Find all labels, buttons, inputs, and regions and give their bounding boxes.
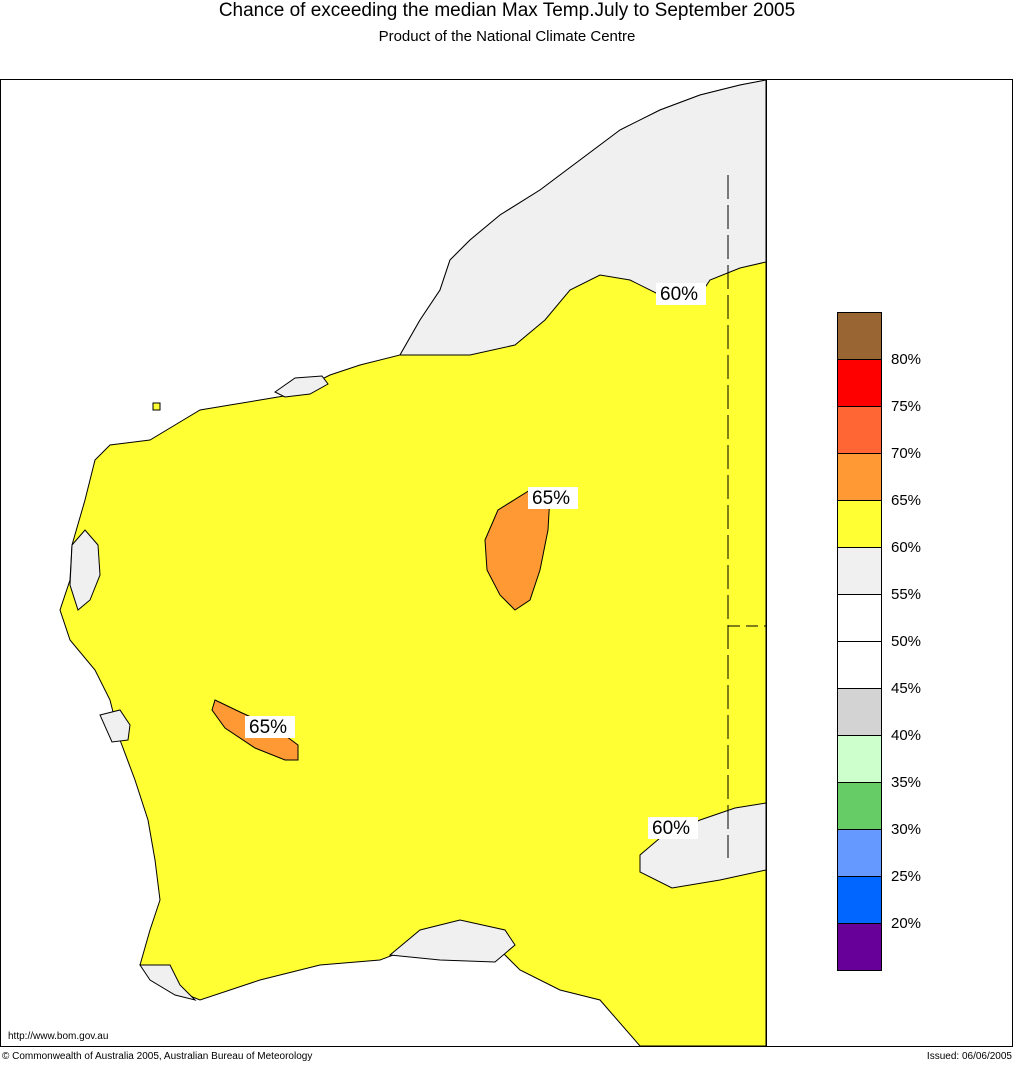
region-55-60-westcoast [99,709,131,743]
legend-label: 70% [891,445,922,462]
map-subtitle: Product of the National Climate Centre [378,28,636,45]
legend-swatch [837,923,882,971]
legend-label: 45% [891,680,922,697]
legend-swatch [837,500,882,547]
legend-swatch [837,829,882,876]
website-link[interactable]: http://www.bom.gov.au [8,1031,109,1042]
legend-label: 75% [891,398,922,415]
legend-label: 50% [891,633,922,650]
legend-label: 35% [891,774,922,791]
legend-swatch [837,876,882,923]
probability-map: 60% 65% 65% 60% [59,80,766,1046]
contour-label-60-southeast: 60% [652,818,690,839]
legend-label: 30% [891,821,922,838]
legend-swatch [837,453,882,500]
region-55-60-bay [274,375,329,398]
legend-label: 60% [891,539,922,556]
legend-label: 25% [891,868,922,885]
region-65-70-central [484,489,551,611]
copyright-text: © Commonwealth of Australia 2005, Austra… [2,1051,313,1062]
region-55-60-southeast [639,802,766,889]
map-title: Chance of exceeding the median Max Temp.… [218,0,796,21]
issued-date: Issued: 06/06/2005 [926,1051,1012,1062]
legend-label: 80% [891,351,922,368]
contour-label-60-north: 60% [660,284,698,305]
legend-swatch [837,688,882,735]
legend-swatch [837,641,882,688]
legend-swatch [837,735,882,782]
legend-swatch [837,782,882,829]
legend-label: 20% [891,915,922,932]
region-55-60-south [388,919,516,963]
legend-swatch [837,312,882,359]
contour-label-65-central: 65% [532,488,570,509]
island [152,402,161,411]
region-55-60-sharkbay [69,529,101,611]
legend-swatch [837,594,882,641]
legend-label: 55% [891,586,922,603]
legend-swatch [837,547,882,594]
legend [837,312,882,971]
legend-label: 65% [891,492,922,509]
legend-label: 40% [891,727,922,744]
region-55-60-southwest [139,964,197,1001]
map-frame [0,79,1013,1047]
contour-label-65-southwest: 65% [249,717,287,738]
legend-swatch [837,359,882,406]
legend-swatch [837,406,882,453]
panel-divider [766,79,767,1047]
